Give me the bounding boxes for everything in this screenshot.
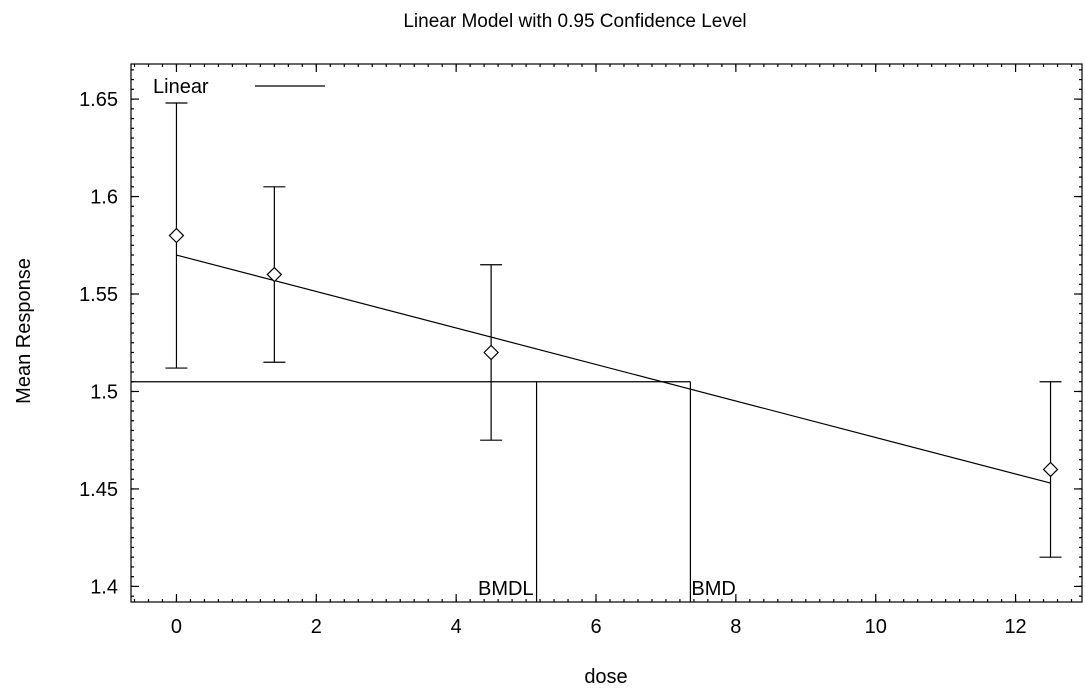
x-tick-label: 0 xyxy=(171,616,182,638)
x-tick-label: 8 xyxy=(730,616,741,638)
y-tick-label: 1.4 xyxy=(90,576,118,598)
data-point-marker xyxy=(168,227,185,244)
x-tick-label: 4 xyxy=(451,616,462,638)
y-tick-label: 1.6 xyxy=(90,187,118,209)
x-tick-label: 2 xyxy=(311,616,322,638)
y-axis-label: Mean Response xyxy=(13,258,35,404)
x-tick-label: 12 xyxy=(1004,616,1026,638)
x-tick-label: 10 xyxy=(865,616,887,638)
legend-label-linear: Linear xyxy=(153,76,209,98)
bmr-lines xyxy=(131,381,692,602)
annotation-label-bmd: BMD xyxy=(691,578,735,600)
data-point-marker xyxy=(1042,461,1059,478)
fitted-line-linear xyxy=(176,254,1051,484)
y-tick-label: 1.65 xyxy=(79,89,118,111)
data-point-marker xyxy=(266,266,283,283)
y-tick-label: 1.45 xyxy=(79,479,118,501)
axis-ticks: 0 2 4 6 8 10 12 1.4 1.45 1.5 1.55 1.6 1.65 xyxy=(79,64,1082,638)
legend: Linear xyxy=(153,76,325,98)
annotation-label-bmdl: BMDL xyxy=(478,578,534,600)
data-point-marker xyxy=(483,344,499,361)
chart-title: Linear Model with 0.95 Confidence Level xyxy=(403,11,746,32)
observations xyxy=(165,102,1062,558)
plot-frame xyxy=(130,63,1083,603)
x-axis-label: dose xyxy=(584,666,627,688)
x-tick-label: 6 xyxy=(590,616,601,638)
y-tick-label: 1.55 xyxy=(79,284,118,306)
y-tick-label: 1.5 xyxy=(90,381,118,403)
annotation-labels: BMDL BMD xyxy=(478,578,736,600)
fitted-line-group xyxy=(176,254,1051,484)
